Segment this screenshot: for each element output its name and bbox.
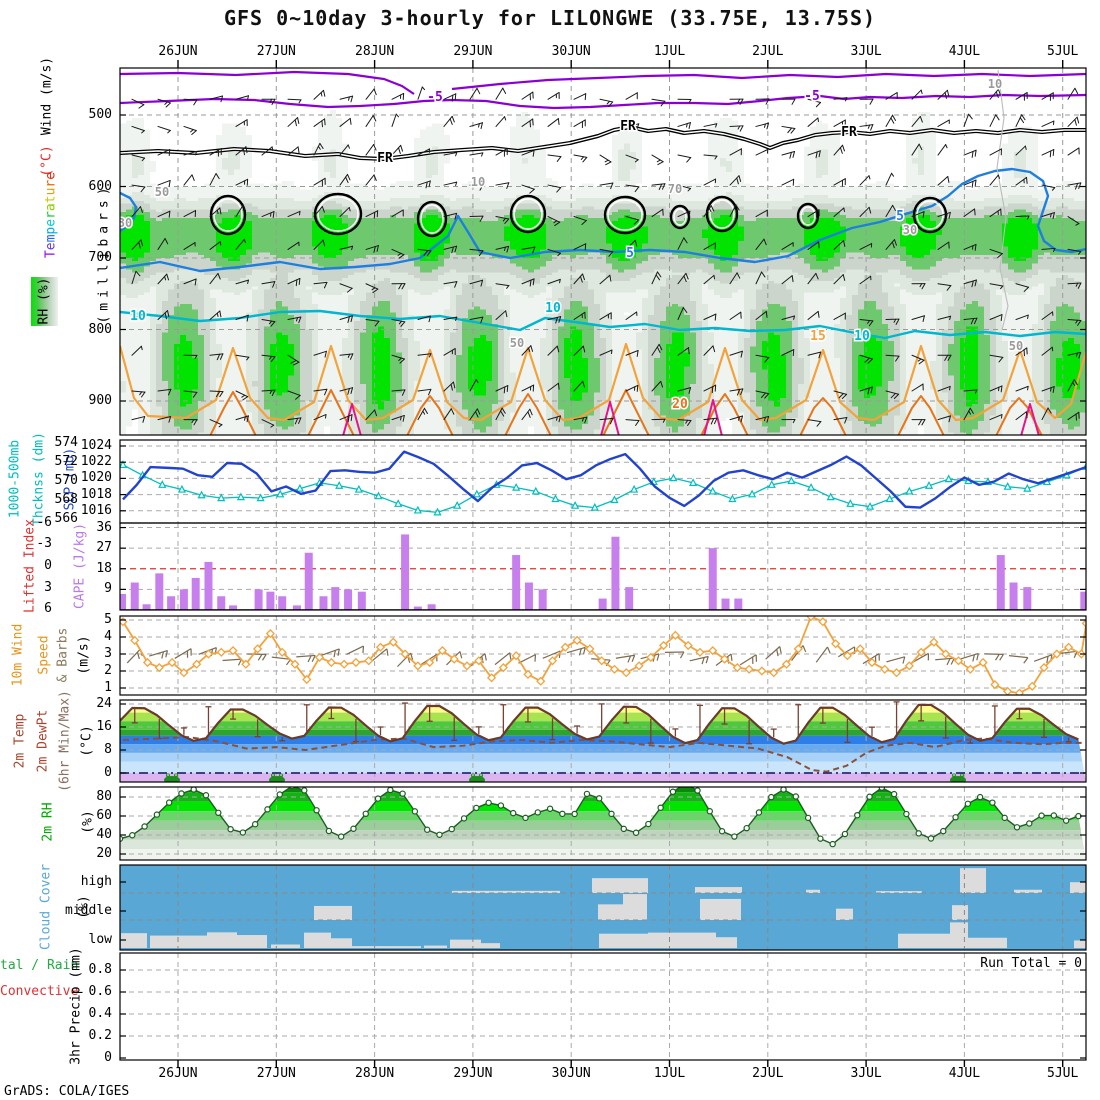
- date-label: 1JUL: [653, 1066, 686, 1081]
- rh-legend-box: RH (%): [31, 277, 58, 326]
- svg-text:70: 70: [668, 182, 682, 196]
- axis-tick-label: 1: [104, 680, 112, 695]
- axis-tick-label: -3: [36, 536, 52, 552]
- date-label: 29JUN: [453, 1066, 493, 1081]
- axis-tick-label: 18: [96, 560, 112, 576]
- svg-text:-5: -5: [427, 90, 443, 105]
- grads-credit: GrADS: COLA/IGES: [4, 1084, 130, 1099]
- date-label: 28JUN: [355, 44, 395, 59]
- axis-tick-label: 0: [44, 558, 52, 573]
- svg-text:-5: -5: [804, 89, 820, 104]
- axis-tick-label: 1024: [80, 438, 112, 453]
- axis-tick-label: 570: [54, 473, 78, 488]
- axis-tick-label: 1016: [80, 502, 112, 518]
- svg-text:5: 5: [626, 246, 634, 261]
- axis-tick-label: 27: [96, 540, 112, 556]
- axis-tick-label: 566: [54, 511, 78, 526]
- rh-legend-label: RH (%): [36, 277, 52, 325]
- axis-tick-label: 8: [104, 742, 112, 757]
- axis-tick-label: high: [80, 874, 112, 889]
- svg-text:50: 50: [1009, 339, 1023, 353]
- axis-tick-label: 36: [96, 519, 112, 535]
- svg-text:10: 10: [545, 301, 561, 316]
- axis-tick-label: 0: [104, 1050, 112, 1065]
- axis-tick-label: 500: [88, 107, 112, 122]
- svg-text:FR: FR: [377, 151, 393, 166]
- date-label: 5JUL: [1047, 44, 1079, 59]
- axis-tick-label: 2: [104, 663, 112, 678]
- svg-text:FR: FR: [841, 125, 857, 140]
- date-label: 4JUL: [948, 1066, 981, 1081]
- svg-text:20: 20: [672, 397, 688, 412]
- wind10-axis-label-2: Speed: [36, 635, 52, 675]
- axis-tick-label: 9: [104, 581, 112, 597]
- axis-tick-label: 0: [104, 765, 112, 780]
- date-label: 28JUN: [355, 1066, 395, 1081]
- date-label: 5JUL: [1047, 1066, 1079, 1081]
- svg-text:10: 10: [471, 175, 485, 189]
- svg-text:10: 10: [988, 77, 1002, 91]
- axis-tick-label: 40: [96, 827, 112, 842]
- date-label: 2JUL: [752, 1066, 784, 1081]
- temp2m-axis-label-2: 2m DewPt: [35, 709, 51, 773]
- axis-tick-label: 4: [104, 629, 112, 644]
- svg-text:10: 10: [130, 309, 146, 324]
- svg-text:FR: FR: [620, 119, 636, 134]
- date-label: 26JUN: [158, 1066, 198, 1081]
- svg-text:5: 5: [896, 209, 904, 224]
- axis-tick-label: 5: [104, 612, 112, 627]
- date-label: 30JUN: [551, 1066, 591, 1081]
- svg-text:15: 15: [810, 329, 826, 344]
- precip-total-rain-label: tal / Rain: [0, 958, 79, 973]
- axis-tick-label: 572: [54, 454, 78, 469]
- axis-tick-label: 600: [88, 178, 112, 194]
- date-label: 27JUN: [256, 1066, 296, 1081]
- axis-tick-label: 700: [88, 250, 112, 265]
- date-label: 30JUN: [551, 44, 591, 59]
- axis-tick-label: 3: [44, 579, 52, 595]
- axis-tick-label: 900: [88, 393, 112, 408]
- axis-tick-label: low: [88, 932, 112, 947]
- axis-tick-label: 16: [96, 719, 112, 734]
- axis-tick-label: 568: [54, 492, 78, 507]
- date-label: 4JUL: [948, 44, 981, 59]
- axis-tick-label: 1020: [80, 470, 112, 486]
- axis-tick-label: -6: [36, 514, 52, 530]
- axis-tick-label: 24: [96, 696, 112, 711]
- upper-wind-axis-label: Wind (m/s): [39, 56, 55, 136]
- precip-convective-label: Convective: [0, 984, 79, 999]
- date-label: 3JUL: [850, 44, 882, 59]
- axis-tick-label: 574: [54, 435, 78, 450]
- axis-tick-label: 0.2: [88, 1028, 112, 1043]
- date-label: 1JUL: [653, 44, 686, 59]
- axis-tick-label: 3: [104, 646, 112, 661]
- wind10-axis-label-1: 10m Wind: [10, 623, 26, 687]
- axis-tick-label: 1022: [80, 454, 112, 470]
- axis-tick-label: 1018: [80, 486, 112, 502]
- svg-text:50: 50: [510, 336, 524, 350]
- axis-tick-label: 60: [96, 808, 112, 823]
- date-label: 3JUL: [850, 1066, 882, 1081]
- axis-tick-label: 0.4: [88, 1006, 112, 1021]
- date-label: 29JUN: [453, 44, 493, 59]
- axis-tick-label: 20: [96, 846, 112, 861]
- date-label: 27JUN: [256, 44, 296, 59]
- axis-tick-label: 80: [96, 789, 112, 804]
- axis-tick-label: middle: [65, 903, 112, 918]
- axis-tick-label: 0.6: [88, 984, 112, 999]
- page-title: GFS 0~10day 3-hourly for LILONGWE (33.75…: [223, 6, 877, 30]
- svg-text:Run Total = 0: Run Total = 0: [980, 956, 1082, 971]
- svg-text:30: 30: [118, 216, 132, 230]
- date-label: 2JUL: [752, 44, 784, 59]
- svg-text:30: 30: [903, 223, 917, 237]
- axis-tick-label: 0.8: [88, 962, 112, 977]
- temp2m-axis-label-1: 2m Temp: [12, 713, 28, 769]
- axis-tick-label: 800: [88, 321, 112, 337]
- axis-tick-label: 6: [44, 601, 52, 617]
- date-label: 26JUN: [158, 44, 198, 59]
- svg-text:50: 50: [155, 185, 169, 199]
- svg-text:10: 10: [854, 329, 870, 344]
